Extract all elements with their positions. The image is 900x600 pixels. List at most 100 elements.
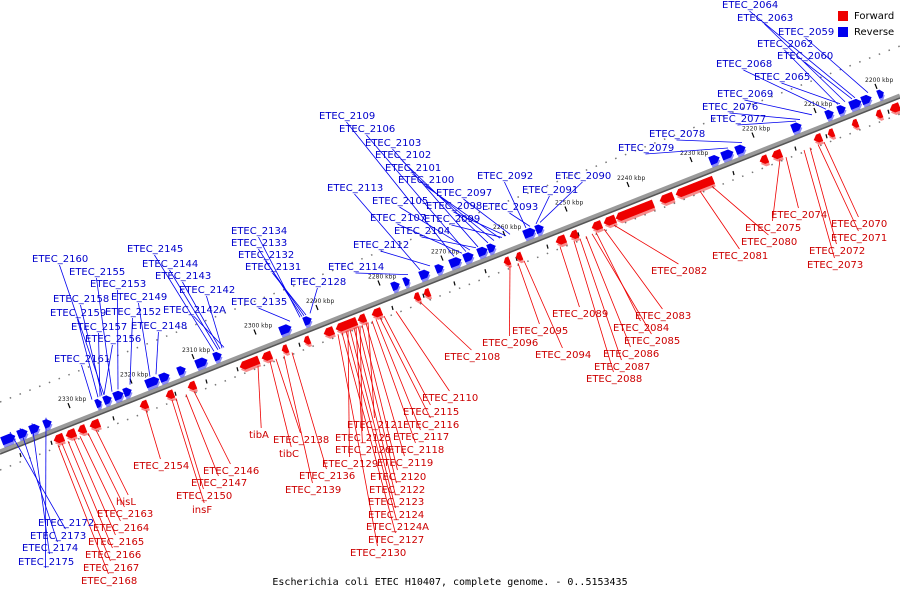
- reverse-gene-arrow[interactable]: [534, 223, 546, 237]
- gene-label[interactable]: ETEC_2117: [393, 432, 449, 443]
- reverse-gene-arrow[interactable]: [418, 268, 432, 283]
- gene-label[interactable]: ETEC_2110: [422, 393, 478, 404]
- gene-label[interactable]: ETEC_2077: [710, 114, 766, 125]
- forward-gene-arrow[interactable]: [423, 288, 433, 300]
- gene-label[interactable]: ETEC_2059: [778, 27, 834, 38]
- gene-label[interactable]: ETEC_2153: [90, 279, 146, 290]
- gene-label[interactable]: ETEC_2069: [717, 89, 773, 100]
- gene-label[interactable]: ETEC_2096: [482, 338, 538, 349]
- forward-gene-arrow[interactable]: [165, 389, 177, 403]
- reverse-gene-arrow[interactable]: [734, 143, 748, 158]
- gene-label[interactable]: ETEC_2083: [635, 311, 691, 322]
- gene-label[interactable]: ETEC_2095: [512, 326, 568, 337]
- forward-gene-arrow[interactable]: [77, 424, 89, 437]
- gene-label[interactable]: ETEC_2097: [436, 188, 492, 199]
- gene-label[interactable]: ETEC_2070: [831, 219, 887, 230]
- gene-label[interactable]: hisL: [116, 497, 136, 508]
- forward-gene-arrow[interactable]: [281, 344, 291, 357]
- gene-label[interactable]: ETEC_2080: [741, 237, 797, 248]
- gene-label[interactable]: ETEC_2142: [179, 285, 235, 296]
- gene-label[interactable]: ETEC_2073: [807, 260, 863, 271]
- gene-label[interactable]: ETEC_2065: [754, 72, 810, 83]
- gene-label[interactable]: ETEC_2126: [335, 445, 391, 456]
- gene-label[interactable]: ETEC_2107: [370, 213, 426, 224]
- reverse-gene-arrow[interactable]: [402, 276, 413, 289]
- gene-label[interactable]: ETEC_2112: [353, 240, 409, 251]
- reverse-gene-arrow[interactable]: [94, 398, 105, 411]
- gene-label[interactable]: ETEC_2098: [426, 201, 482, 212]
- reverse-gene-arrow[interactable]: [176, 365, 188, 379]
- gene-label[interactable]: ETEC_2075: [745, 223, 801, 234]
- reverse-gene-arrow[interactable]: [522, 227, 538, 242]
- gene-label[interactable]: ETEC_2105: [372, 196, 428, 207]
- gene-label[interactable]: ETEC_2156: [85, 334, 141, 345]
- gene-label[interactable]: ETEC_2165: [88, 537, 144, 548]
- reverse-gene-arrow[interactable]: [102, 394, 114, 408]
- gene-label[interactable]: ETEC_2144: [142, 259, 198, 270]
- forward-gene-arrow[interactable]: [603, 214, 618, 230]
- reverse-gene-arrow[interactable]: [836, 104, 848, 118]
- reverse-gene-arrow[interactable]: [434, 263, 446, 277]
- reverse-gene-arrow[interactable]: [462, 251, 476, 265]
- forward-gene-arrow[interactable]: [875, 109, 885, 122]
- gene-label[interactable]: ETEC_2163: [97, 509, 153, 520]
- gene-label[interactable]: ETEC_2060: [777, 51, 833, 62]
- reverse-gene-arrow[interactable]: [824, 109, 836, 122]
- forward-gene-arrow[interactable]: [813, 133, 825, 146]
- gene-label[interactable]: ETEC_2094: [535, 350, 591, 361]
- gene-label[interactable]: ETEC_2087: [594, 362, 650, 373]
- gene-label[interactable]: ETEC_2100: [398, 175, 454, 186]
- gene-label[interactable]: ETEC_2134: [231, 226, 287, 237]
- gene-label[interactable]: ETEC_2116: [403, 420, 459, 431]
- forward-gene-arrow[interactable]: [89, 418, 102, 433]
- forward-gene-arrow[interactable]: [851, 118, 861, 131]
- reverse-gene-arrow[interactable]: [278, 323, 294, 338]
- gene-label[interactable]: ETEC_2132: [238, 250, 294, 261]
- reverse-gene-arrow[interactable]: [860, 94, 874, 108]
- forward-gene-arrow[interactable]: [659, 191, 676, 207]
- gene-label[interactable]: ETEC_2146: [203, 466, 259, 477]
- gene-label[interactable]: insF: [192, 505, 212, 516]
- forward-gene-arrow[interactable]: [515, 251, 525, 264]
- reverse-gene-arrow[interactable]: [708, 154, 722, 168]
- gene-label[interactable]: ETEC_2172: [38, 518, 94, 529]
- forward-gene-arrow[interactable]: [323, 326, 336, 340]
- gene-label[interactable]: ETEC_2161: [54, 354, 110, 365]
- gene-label[interactable]: ETEC_2150: [176, 491, 232, 502]
- forward-gene-arrow[interactable]: [771, 148, 784, 163]
- gene-label[interactable]: ETEC_2124: [368, 510, 424, 521]
- gene-label[interactable]: ETEC_2173: [30, 531, 86, 542]
- reverse-gene-arrow[interactable]: [212, 351, 224, 364]
- gene-label[interactable]: ETEC_2128: [290, 277, 346, 288]
- forward-gene-arrow[interactable]: [139, 399, 151, 413]
- gene-label[interactable]: ETEC_2174: [22, 543, 78, 554]
- gene-label[interactable]: ETEC_2102: [375, 150, 431, 161]
- gene-label[interactable]: ETEC_2130: [350, 548, 406, 559]
- gene-label[interactable]: ETEC_2131: [245, 262, 301, 273]
- reverse-gene-arrow[interactable]: [486, 242, 498, 256]
- gene-label[interactable]: ETEC_2158: [53, 294, 109, 305]
- gene-label[interactable]: ETEC_2145: [127, 244, 183, 255]
- gene-label[interactable]: ETEC_2118: [388, 445, 444, 456]
- gene-label[interactable]: ETEC_2148: [131, 321, 187, 332]
- gene-label[interactable]: ETEC_2064: [722, 0, 778, 11]
- gene-label[interactable]: ETEC_2108: [444, 352, 500, 363]
- gene-label[interactable]: ETEC_2121: [347, 420, 403, 431]
- gene-label[interactable]: ETEC_2129: [322, 459, 378, 470]
- gene-label[interactable]: ETEC_2149: [111, 292, 167, 303]
- gene-label[interactable]: ETEC_2068: [716, 59, 772, 70]
- forward-gene-arrow[interactable]: [413, 291, 423, 304]
- gene-label[interactable]: ETEC_2159: [50, 308, 106, 319]
- reverse-gene-arrow[interactable]: [158, 371, 172, 386]
- forward-gene-arrow[interactable]: [261, 350, 274, 365]
- gene-label[interactable]: ETEC_2113: [327, 183, 383, 194]
- gene-label[interactable]: ETEC_2133: [231, 238, 287, 249]
- reverse-gene-arrow[interactable]: [144, 375, 162, 391]
- forward-gene-arrow[interactable]: [889, 102, 900, 117]
- forward-gene-arrow[interactable]: [615, 199, 656, 225]
- forward-gene-arrow[interactable]: [303, 335, 313, 348]
- reverse-gene-arrow[interactable]: [112, 390, 126, 404]
- forward-gene-arrow[interactable]: [503, 256, 513, 269]
- gene-label[interactable]: ETEC_2139: [285, 485, 341, 496]
- gene-label[interactable]: ETEC_2074: [771, 210, 827, 221]
